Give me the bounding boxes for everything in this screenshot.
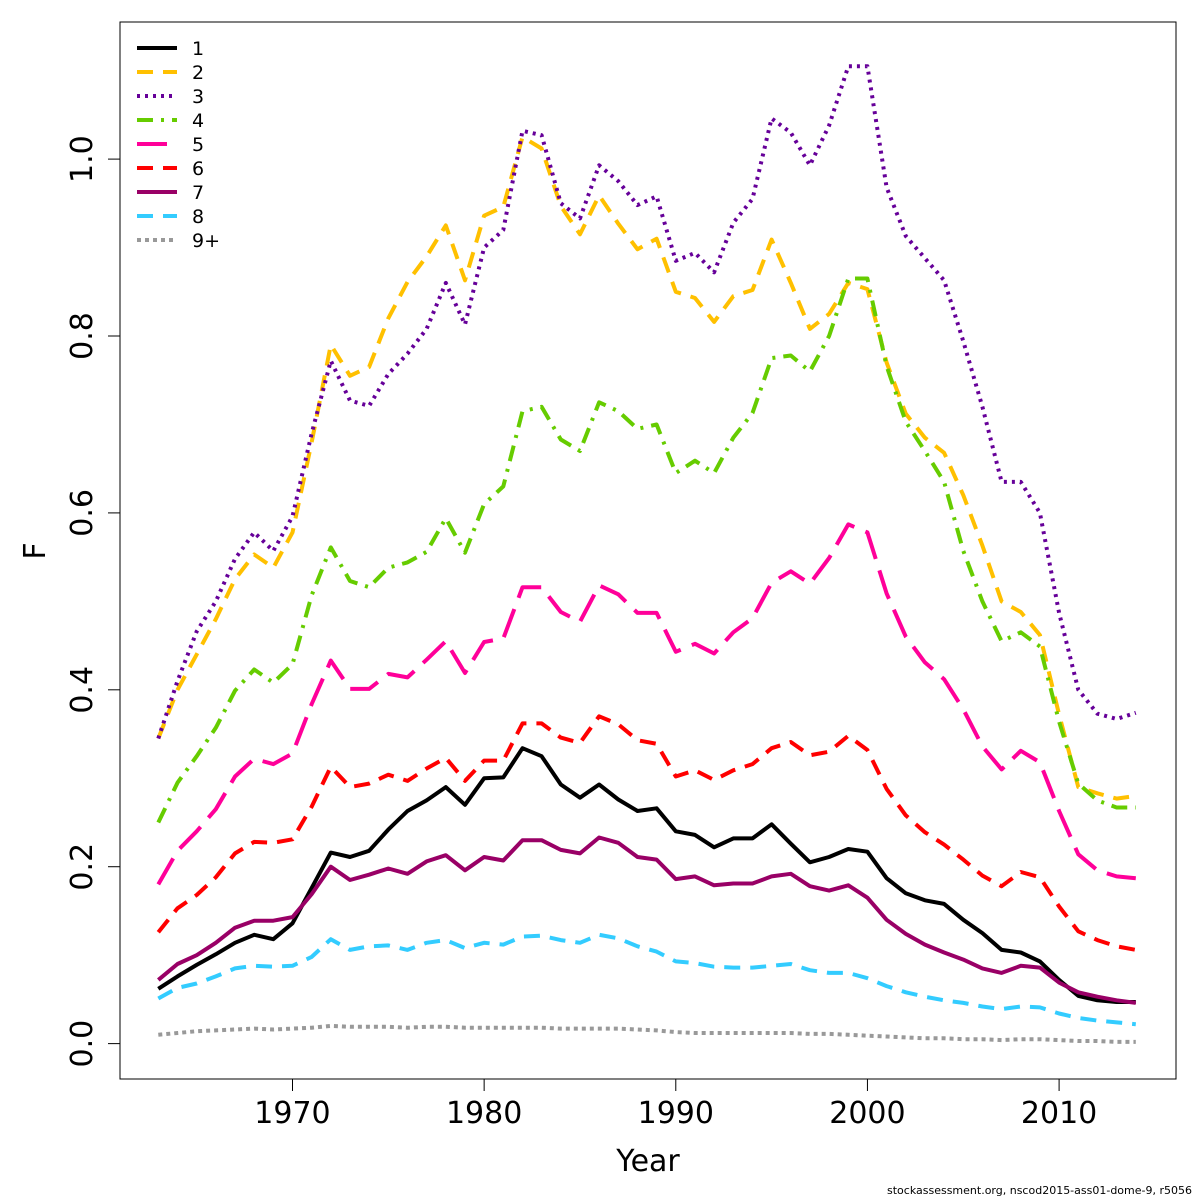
x-tick-label: 1990 bbox=[638, 1096, 714, 1131]
footer-note: stockassessment.org, nscod2015-ass01-dom… bbox=[887, 1184, 1192, 1197]
y-tick-label: 0.2 bbox=[65, 843, 100, 891]
x-axis-label: Year bbox=[615, 1144, 680, 1179]
legend-label: 1 bbox=[192, 38, 204, 60]
series-lines bbox=[156, 64, 1137, 1044]
series-line-9plus bbox=[158, 1023, 1136, 1044]
series-line-2 bbox=[156, 135, 1137, 801]
x-axis: 1970 1980 1990 2000 2010 bbox=[254, 1078, 1097, 1131]
y-tick-label: 0.0 bbox=[65, 1020, 100, 1068]
legend-label: 3 bbox=[192, 86, 204, 108]
y-tick-label: 0.8 bbox=[65, 312, 100, 360]
y-tick-label: 0.4 bbox=[65, 666, 100, 714]
y-axis-label: F bbox=[18, 542, 53, 559]
y-axis: 0.0 0.2 0.4 0.6 0.8 1.0 bbox=[65, 135, 121, 1068]
x-tick-label: 1970 bbox=[254, 1096, 330, 1131]
legend-label: 4 bbox=[192, 110, 204, 132]
legend-label: 6 bbox=[192, 158, 204, 180]
series-line-5 bbox=[156, 522, 1136, 886]
legend-label: 5 bbox=[192, 134, 204, 156]
series-line-4 bbox=[156, 276, 1136, 824]
legend-label: 2 bbox=[192, 62, 204, 84]
legend-label: 9+ bbox=[192, 230, 220, 252]
x-tick-label: 2000 bbox=[829, 1096, 905, 1131]
y-tick-label: 0.6 bbox=[65, 489, 100, 537]
series-line-6 bbox=[156, 714, 1137, 952]
legend-label: 8 bbox=[192, 206, 204, 228]
series-line-1 bbox=[157, 746, 1136, 1004]
series-line-8 bbox=[157, 932, 1136, 1027]
x-tick-label: 2010 bbox=[1021, 1096, 1097, 1131]
y-tick-label: 1.0 bbox=[65, 135, 100, 183]
x-tick-label: 1980 bbox=[446, 1096, 522, 1131]
series-line-7 bbox=[157, 835, 1137, 1005]
legend-label: 7 bbox=[192, 182, 204, 204]
series-line-3 bbox=[156, 64, 1137, 740]
